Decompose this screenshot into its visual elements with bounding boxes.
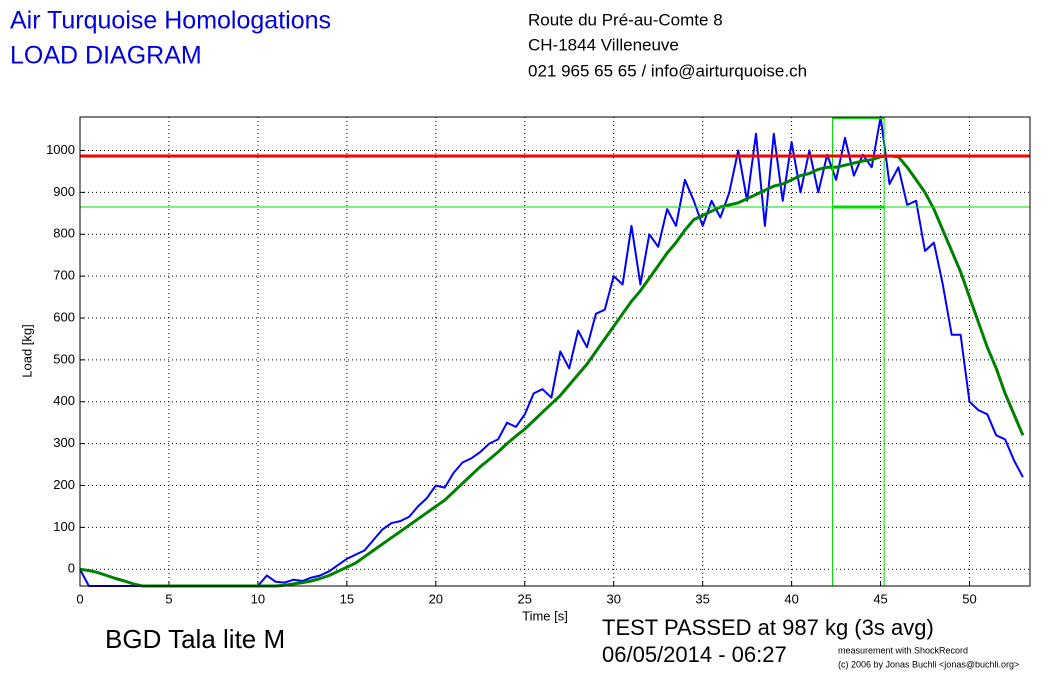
y-tick-label: 600 [53,309,75,324]
y-tick-label: 700 [53,268,75,283]
x-tick-label: 40 [784,591,798,606]
y-tick-label: 1000 [46,142,75,157]
credits: (c) 2006 by Jonas Buchli <jonas@buchli.o… [838,659,1019,669]
y-tick-label: 300 [53,435,75,450]
title: Air Turquoise Homologations [10,7,331,35]
x-tick-label: 0 [76,591,83,606]
plot-frame [79,116,1031,587]
y-tick-label: 200 [53,477,75,492]
address: Route du Pré-au-Comte 8 [528,10,723,29]
y-tick-label: 900 [53,184,75,199]
y-tick-label: 100 [53,519,75,534]
x-tick-label: 15 [340,591,354,606]
y-tick-label: 0 [68,561,75,576]
x-axis-label: Time [s] [522,608,568,623]
y-tick-label: 500 [53,351,75,366]
address: CH-1844 Villeneuve [528,35,679,54]
title: LOAD DIAGRAM [10,42,202,70]
x-tick-label: 45 [873,591,887,606]
result: TEST PASSED at 987 kg (3s avg) [602,615,934,640]
y-tick-label: 400 [53,393,75,408]
address: 021 965 65 65 / info@airturquoise.ch [528,61,807,80]
x-tick-label: 20 [429,591,443,606]
y-tick-label: 800 [53,226,75,241]
date: 06/05/2014 - 06:27 [602,642,787,667]
credits: measurement with ShockRecord [838,645,968,655]
y-axis-label: Load [kg] [19,324,34,378]
x-tick-label: 35 [695,591,709,606]
glider-name: BGD Tala lite M [105,624,285,654]
x-tick-label: 25 [518,591,532,606]
x-tick-label: 30 [606,591,620,606]
x-tick-label: 10 [251,591,265,606]
x-tick-label: 5 [165,591,172,606]
x-tick-label: 50 [962,591,976,606]
